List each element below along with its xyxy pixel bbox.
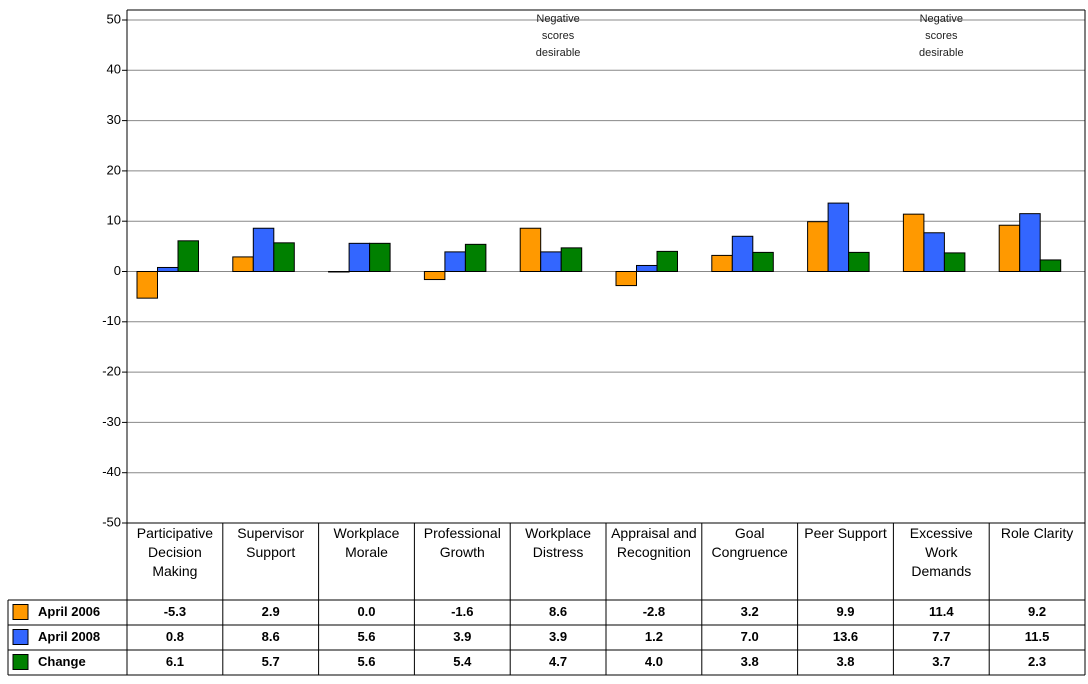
table-value: 5.7	[262, 654, 280, 669]
category-label: Workplace Morale	[333, 525, 400, 560]
annotation: Negative scores desirable	[535, 13, 581, 59]
category-label: Goal Congruence	[711, 525, 788, 560]
y-tick-label: 0	[114, 263, 121, 278]
table-value: 2.3	[1028, 654, 1046, 669]
category-label: Peer Support	[804, 525, 887, 541]
bar	[444, 251, 466, 272]
table-value: -5.3	[164, 604, 186, 619]
category-label: Professional Growth	[423, 525, 501, 560]
table-value: 11.4	[929, 604, 954, 619]
legend-label: Change	[38, 654, 86, 669]
table-value: 5.4	[453, 654, 472, 669]
table-value: 3.9	[453, 629, 471, 644]
category-label: Supervisor Support	[237, 525, 305, 560]
bar	[540, 251, 562, 272]
y-tick-label: -40	[102, 464, 121, 479]
category-label: Appraisal and Recognition	[611, 525, 697, 560]
legend-label: April 2008	[38, 629, 100, 644]
bar	[519, 227, 542, 273]
y-tick-label: -30	[102, 414, 121, 429]
table-value: 8.6	[549, 604, 567, 619]
y-tick-label: -50	[102, 514, 121, 529]
bar	[157, 266, 179, 273]
table-value: 13.6	[833, 629, 858, 644]
table-value: 0.0	[357, 604, 375, 619]
table-value: 3.8	[741, 654, 759, 669]
bar	[656, 250, 678, 273]
bar	[848, 251, 870, 273]
bar	[943, 252, 966, 273]
bar	[615, 271, 637, 287]
legend-label: April 2006	[38, 604, 100, 619]
y-tick-label: 40	[107, 62, 121, 77]
table-value: 3.2	[741, 604, 759, 619]
table-value: -1.6	[451, 604, 473, 619]
bar	[328, 271, 350, 273]
bar	[731, 235, 754, 272]
bar	[348, 242, 371, 272]
bar	[923, 232, 945, 272]
bar	[1019, 213, 1041, 272]
bar	[827, 202, 850, 272]
table-value: 5.6	[357, 629, 375, 644]
bar	[998, 224, 1021, 272]
bar	[177, 240, 199, 273]
bar	[232, 256, 254, 272]
bar	[560, 247, 583, 272]
table-value: 2.9	[262, 604, 280, 619]
legend-swatch	[12, 654, 29, 670]
y-tick-label: -10	[102, 313, 121, 328]
bar	[136, 271, 158, 299]
table-value: 9.2	[1028, 604, 1046, 619]
y-tick-label: 50	[107, 11, 121, 26]
bar	[752, 251, 774, 273]
bar	[1039, 259, 1062, 272]
table-value: 7.7	[932, 629, 950, 644]
table-value: 3.7	[932, 654, 950, 669]
table-value: 8.6	[262, 629, 280, 644]
legend-swatch	[12, 629, 29, 645]
table-value: 3.8	[836, 654, 854, 669]
legend-swatch	[12, 604, 29, 620]
bar	[902, 213, 925, 273]
category-label: Excessive Work Demands	[909, 525, 973, 579]
y-tick-label: 20	[107, 162, 121, 177]
table-value: 7.0	[741, 629, 759, 644]
bar	[464, 243, 487, 272]
table-value: 4.7	[549, 654, 567, 669]
table-value: 5.6	[357, 654, 375, 669]
y-tick-label: -20	[102, 364, 121, 379]
y-tick-label: 10	[107, 213, 121, 228]
bar	[711, 254, 733, 273]
bar	[273, 242, 295, 272]
table-value: 0.8	[166, 629, 184, 644]
table-value: 3.9	[549, 629, 567, 644]
table-value: 11.5	[1025, 629, 1050, 644]
bar	[636, 264, 658, 272]
category-label: Participative Decision Making	[136, 525, 214, 579]
y-tick-label: 30	[107, 112, 121, 127]
annotation: Negative scores desirable	[918, 13, 964, 59]
table-value: 1.2	[645, 629, 663, 644]
category-label: Workplace Distress	[525, 525, 592, 560]
table-value: 6.1	[166, 654, 184, 669]
table-value: 4.0	[645, 654, 663, 669]
bar	[252, 227, 275, 273]
table-value: 9.9	[836, 604, 854, 619]
bar	[807, 221, 829, 273]
bar	[423, 271, 446, 281]
table-value: -2.8	[643, 604, 665, 619]
category-label: Role Clarity	[1000, 525, 1074, 541]
bar	[369, 242, 391, 272]
